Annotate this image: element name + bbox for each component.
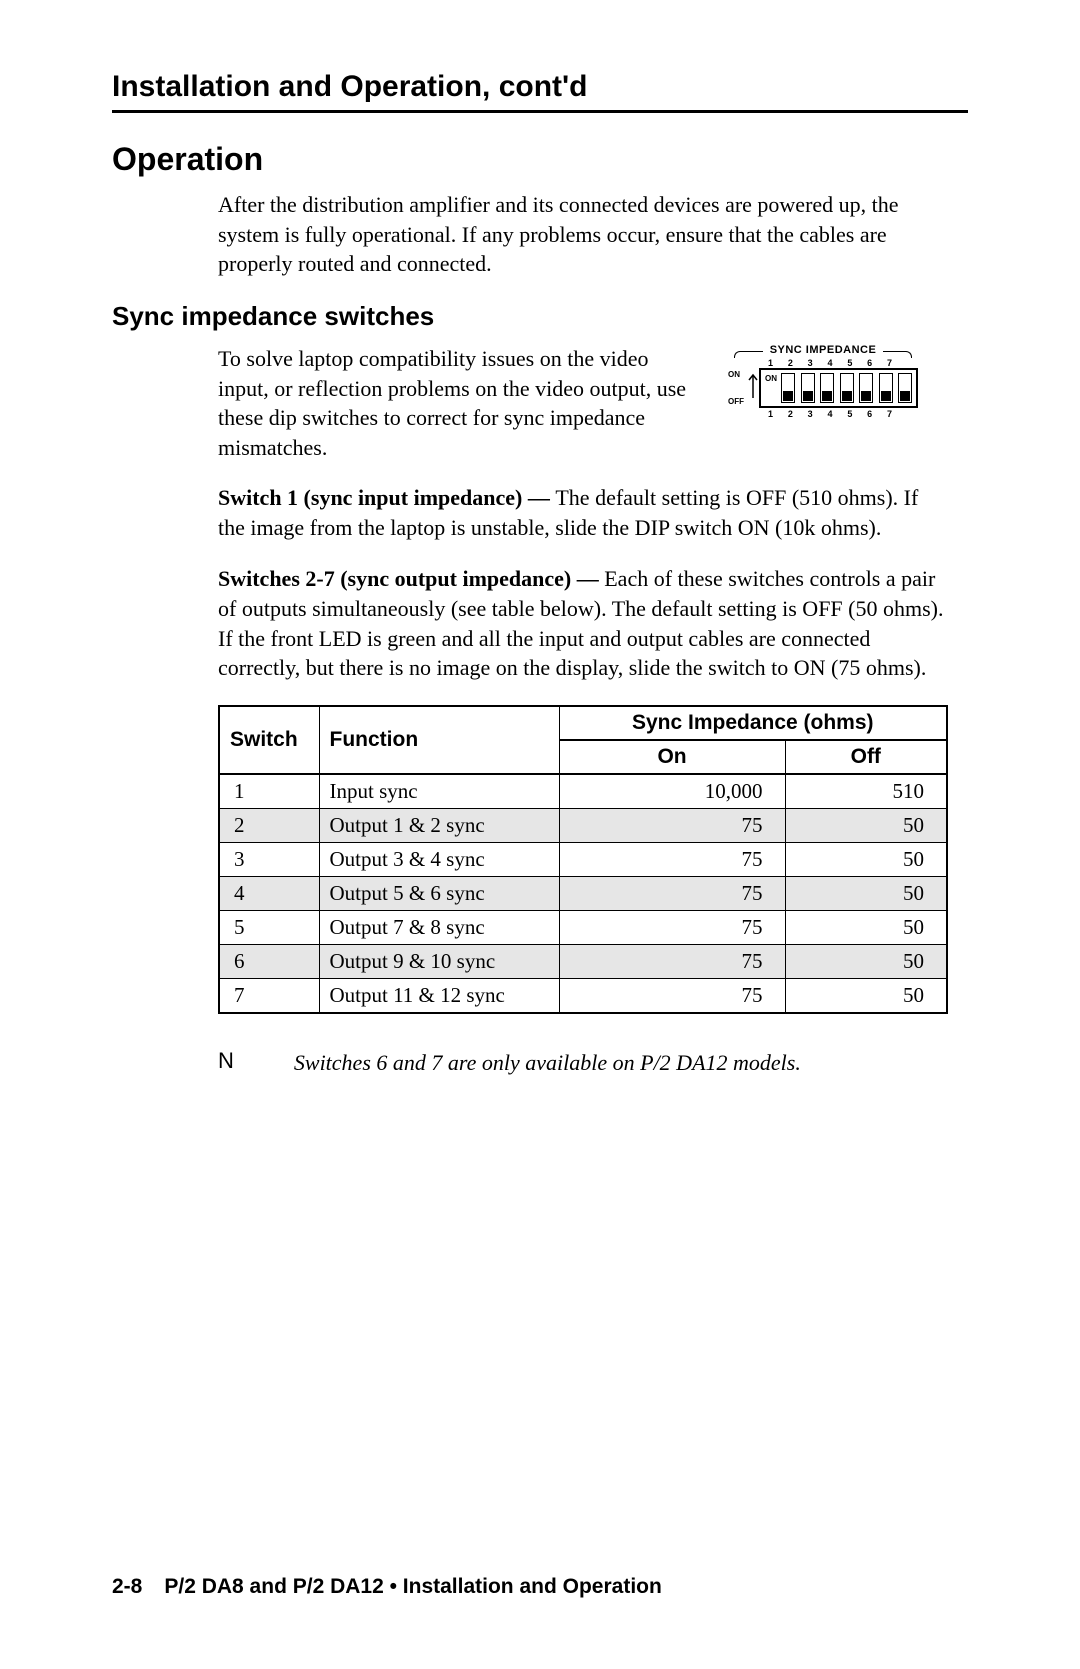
cell-on: 75 <box>559 808 785 842</box>
dip-side-labels: ON OFF <box>728 368 744 408</box>
dip-switches <box>781 373 912 403</box>
th-sync: Sync Impedance (ohms) <box>559 706 947 740</box>
table-row: 2Output 1 & 2 sync7550 <box>219 808 947 842</box>
dip-off-label: OFF <box>728 397 744 406</box>
cell-switch: 7 <box>219 978 319 1013</box>
dip-num: 6 <box>867 358 872 368</box>
cell-function: Input sync <box>319 774 559 809</box>
cell-switch: 1 <box>219 774 319 809</box>
th-switch: Switch <box>219 706 319 774</box>
table-row: 4Output 5 & 6 sync7550 <box>219 876 947 910</box>
dip-title: SYNC IMPEDANCE <box>728 344 918 356</box>
dip-num: 6 <box>867 409 872 419</box>
cell-function: Output 9 & 10 sync <box>319 944 559 978</box>
page-number: 2-8 <box>112 1575 142 1598</box>
th-function: Function <box>319 706 559 774</box>
cell-function: Output 7 & 8 sync <box>319 910 559 944</box>
chapter-title: Installation and Operation, cont'd <box>112 70 968 104</box>
dip-num: 4 <box>827 358 832 368</box>
dip-num: 7 <box>887 409 892 419</box>
cell-off: 50 <box>785 978 947 1013</box>
cell-off: 510 <box>785 774 947 809</box>
dip-inner-on: ON <box>765 374 777 383</box>
dip-num: 5 <box>847 409 852 419</box>
dip-on-label: ON <box>728 370 744 379</box>
cell-function: Output 5 & 6 sync <box>319 876 559 910</box>
cell-function: Output 11 & 12 sync <box>319 978 559 1013</box>
dip-num: 2 <box>788 358 793 368</box>
cell-switch: 5 <box>219 910 319 944</box>
dip-switch-figure: SYNC IMPEDANCE 1 2 3 4 5 6 7 ON OFF <box>728 344 918 419</box>
cell-off: 50 <box>785 876 947 910</box>
table-row: 7Output 11 & 12 sync7550 <box>219 978 947 1013</box>
switch27-heading: Switches 2-7 (sync output impedance) — <box>218 566 604 591</box>
page: Installation and Operation, cont'd Opera… <box>0 0 1080 1078</box>
section-title: Operation <box>112 141 968 178</box>
dip-switch-box: ON <box>759 368 918 408</box>
dip-numbers-bottom: 1 2 3 4 5 6 7 <box>728 409 918 419</box>
cell-off: 50 <box>785 808 947 842</box>
dip-numbers-top: 1 2 3 4 5 6 7 <box>728 358 918 368</box>
footer-text: P/2 DA8 and P/2 DA12 • Installation and … <box>164 1575 661 1598</box>
cell-function: Output 1 & 2 sync <box>319 808 559 842</box>
dip-switch <box>898 373 912 403</box>
note-text: Switches 6 and 7 are only available on P… <box>294 1048 801 1078</box>
dip-num: 1 <box>768 358 773 368</box>
dip-switch <box>859 373 873 403</box>
sync-intro-text: To solve laptop compatibility issues on … <box>218 344 688 463</box>
switch1-heading: Switch 1 (sync input impedance) — <box>218 485 555 510</box>
switch27-paragraph: Switches 2-7 (sync output impedance) — E… <box>218 564 948 683</box>
subsection-title: Sync impedance switches <box>112 301 968 332</box>
dip-switch <box>801 373 815 403</box>
page-footer: 2-8 P/2 DA8 and P/2 DA12 • Installation a… <box>112 1575 662 1599</box>
cell-on: 75 <box>559 944 785 978</box>
cell-on: 75 <box>559 842 785 876</box>
note-row: N Switches 6 and 7 are only available on… <box>218 1048 948 1078</box>
switch1-paragraph: Switch 1 (sync input impedance) — The de… <box>218 483 948 542</box>
sync-impedance-table: Switch Function Sync Impedance (ohms) On… <box>218 705 948 1014</box>
sync-table-body: 1Input sync10,0005102Output 1 & 2 sync75… <box>219 774 947 1013</box>
table-row: 5Output 7 & 8 sync7550 <box>219 910 947 944</box>
cell-switch: 4 <box>219 876 319 910</box>
table-row: 3Output 3 & 4 sync7550 <box>219 842 947 876</box>
cell-function: Output 3 & 4 sync <box>319 842 559 876</box>
cell-on: 10,000 <box>559 774 785 809</box>
dip-arrow-icon <box>747 368 759 408</box>
cell-switch: 2 <box>219 808 319 842</box>
dip-num: 3 <box>808 409 813 419</box>
cell-switch: 6 <box>219 944 319 978</box>
dip-num: 3 <box>808 358 813 368</box>
cell-on: 75 <box>559 910 785 944</box>
cell-on: 75 <box>559 876 785 910</box>
dip-switch <box>781 373 795 403</box>
note-mark: N <box>218 1048 234 1074</box>
dip-num: 2 <box>788 409 793 419</box>
th-on: On <box>559 740 785 774</box>
dip-num: 4 <box>827 409 832 419</box>
dip-switch <box>820 373 834 403</box>
horizontal-rule <box>112 110 968 113</box>
cell-off: 50 <box>785 910 947 944</box>
dip-switch <box>840 373 854 403</box>
cell-on: 75 <box>559 978 785 1013</box>
cell-switch: 3 <box>219 842 319 876</box>
table-row: 1Input sync10,000510 <box>219 774 947 809</box>
sync-intro-block: To solve laptop compatibility issues on … <box>218 344 948 463</box>
dip-num: 1 <box>768 409 773 419</box>
dip-body: ON OFF ON <box>728 368 918 408</box>
intro-paragraph: After the distribution amplifier and its… <box>218 190 948 279</box>
table-row: 6Output 9 & 10 sync7550 <box>219 944 947 978</box>
dip-num: 5 <box>847 358 852 368</box>
dip-num: 7 <box>887 358 892 368</box>
sync-table-wrap: Switch Function Sync Impedance (ohms) On… <box>218 705 948 1014</box>
cell-off: 50 <box>785 842 947 876</box>
dip-switch <box>879 373 893 403</box>
th-off: Off <box>785 740 947 774</box>
cell-off: 50 <box>785 944 947 978</box>
